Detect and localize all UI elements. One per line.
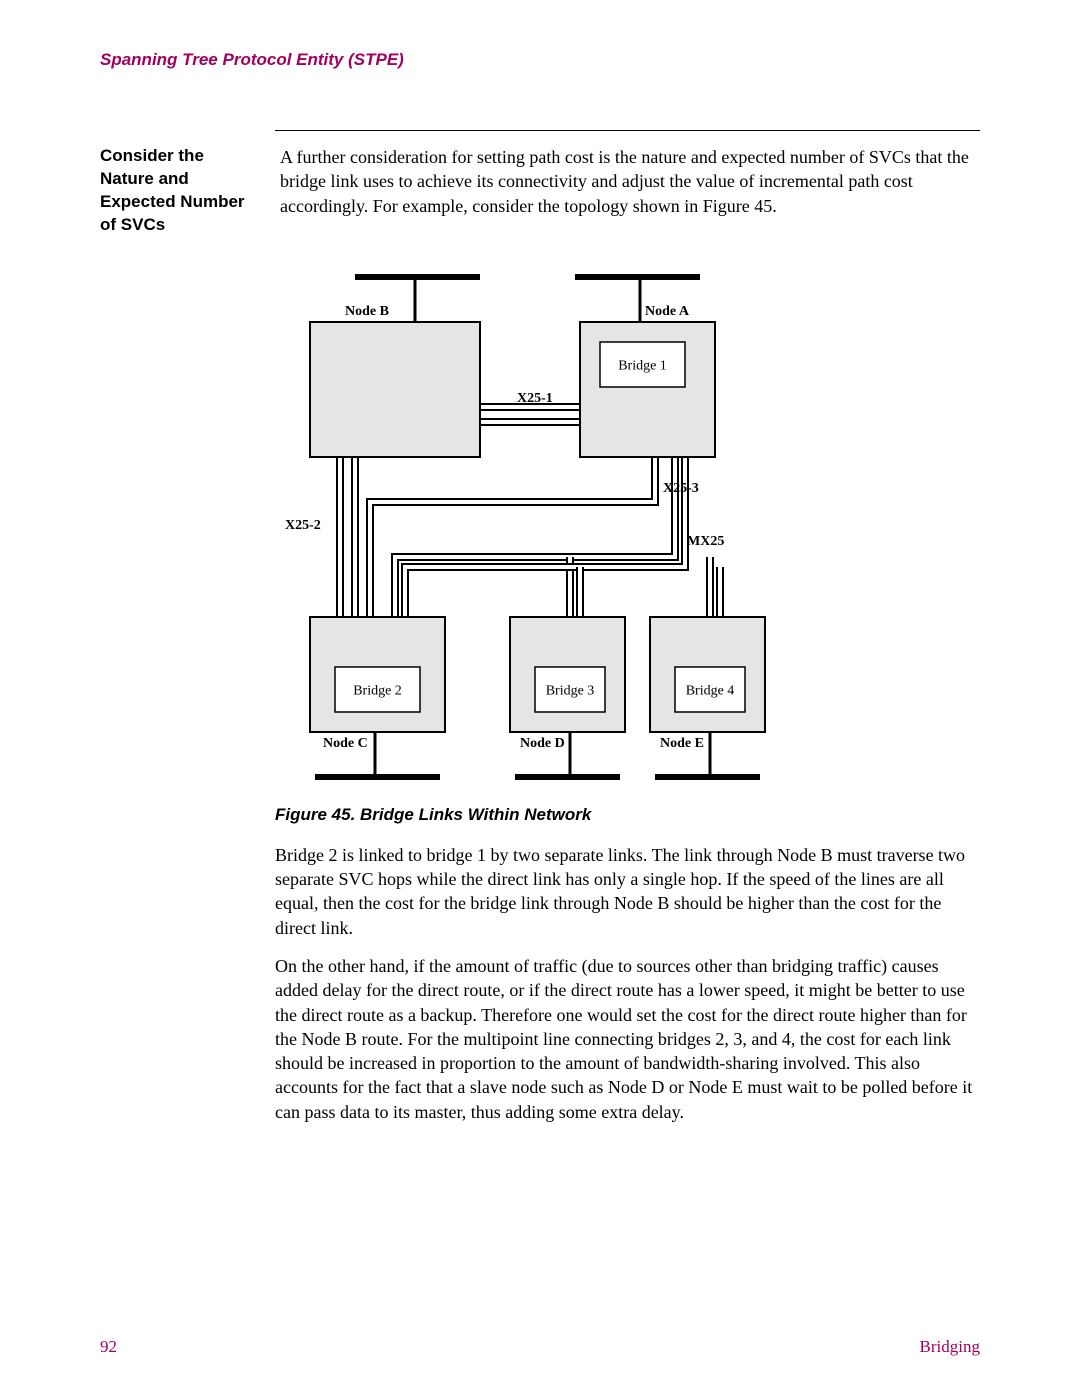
bridge-links-diagram: Node B Node A Node C Node D Node E Bridge 1 Br… — [275, 267, 835, 787]
figure-caption: Figure 45. Bridge Links Within Network — [275, 805, 980, 825]
svg-text:Node C: Node C — [323, 736, 368, 751]
svg-text:Node A: Node A — [645, 304, 690, 319]
paragraph-1: Bridge 2 is linked to bridge 1 by two se… — [275, 843, 980, 940]
svg-text:Bridge 2: Bridge 2 — [353, 683, 402, 698]
svg-text:X25-1: X25-1 — [517, 391, 553, 406]
svg-text:MX25: MX25 — [687, 534, 724, 549]
section-two-col: Consider the Nature and Expected Number … — [100, 145, 980, 237]
chapter-name: Bridging — [920, 1337, 980, 1357]
running-header: Spanning Tree Protocol Entity (STPE) — [100, 50, 980, 70]
svg-text:Bridge 4: Bridge 4 — [686, 683, 735, 698]
side-heading: Consider the Nature and Expected Number … — [100, 145, 260, 237]
svg-text:Node D: Node D — [520, 736, 565, 751]
svg-text:Node E: Node E — [660, 736, 704, 751]
page: Spanning Tree Protocol Entity (STPE) Con… — [0, 0, 1080, 1397]
svg-text:Node B: Node B — [345, 304, 389, 319]
section-rule — [275, 130, 980, 131]
svg-text:X25-3: X25-3 — [663, 481, 699, 496]
page-footer: 92 Bridging — [100, 1337, 980, 1357]
page-number: 92 — [100, 1337, 117, 1357]
svg-text:X25-2: X25-2 — [285, 518, 321, 533]
svg-text:Bridge 1: Bridge 1 — [618, 358, 667, 373]
intro-paragraph-col: A further consideration for setting path… — [280, 145, 980, 237]
svg-text:Bridge 3: Bridge 3 — [546, 683, 595, 698]
paragraph-2: On the other hand, if the amount of traf… — [275, 954, 980, 1124]
intro-paragraph: A further consideration for setting path… — [280, 145, 980, 218]
figure-wrap: Node B Node A Node C Node D Node E Bridge 1 Br… — [275, 267, 980, 787]
after-figure-text: Bridge 2 is linked to bridge 1 by two se… — [275, 843, 980, 1124]
